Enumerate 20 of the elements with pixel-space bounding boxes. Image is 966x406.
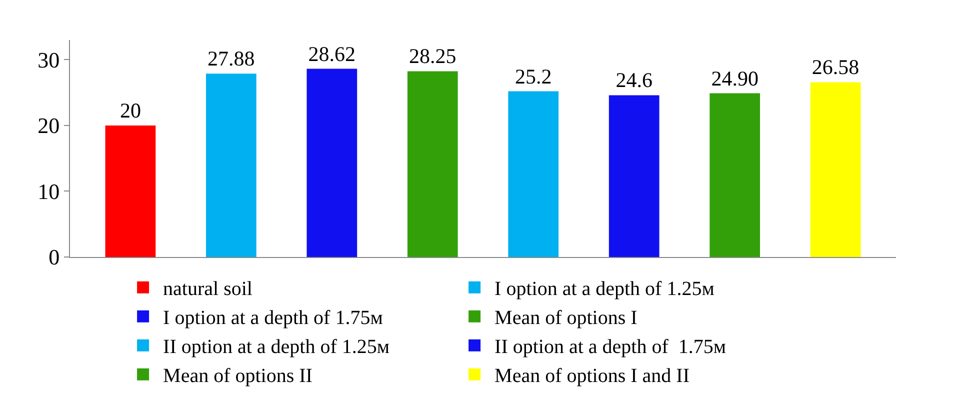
- legend-label: II option at a depth of 1.75м: [494, 336, 726, 358]
- data-label: 20: [120, 98, 141, 122]
- legend-label: II option at a depth of 1.25м: [163, 336, 390, 358]
- legend-label: Mean of options I: [494, 307, 638, 330]
- data-label: 28.62: [308, 42, 356, 66]
- y-tick-label: 0: [48, 244, 60, 270]
- y-tick-label: 30: [38, 47, 60, 72]
- legend-label: Mean of options II: [163, 365, 312, 388]
- y-tick-label: 10: [38, 178, 60, 204]
- data-label: 27.88: [208, 46, 255, 71]
- data-label: 26.58: [812, 55, 860, 80]
- data-label: 28.25: [409, 44, 456, 68]
- legend-label: natural soil: [163, 278, 253, 300]
- legend-label: Mean of options I and II: [494, 365, 690, 388]
- data-label: 24.6: [616, 68, 652, 92]
- data-label: 24.90: [711, 66, 758, 90]
- legend-label: I option at a depth of 1.25м: [494, 278, 715, 300]
- y-tick-label: 20: [38, 113, 60, 138]
- legend-label: I option at a depth of 1.75м: [163, 307, 384, 330]
- data-label: 25.2: [514, 64, 552, 88]
